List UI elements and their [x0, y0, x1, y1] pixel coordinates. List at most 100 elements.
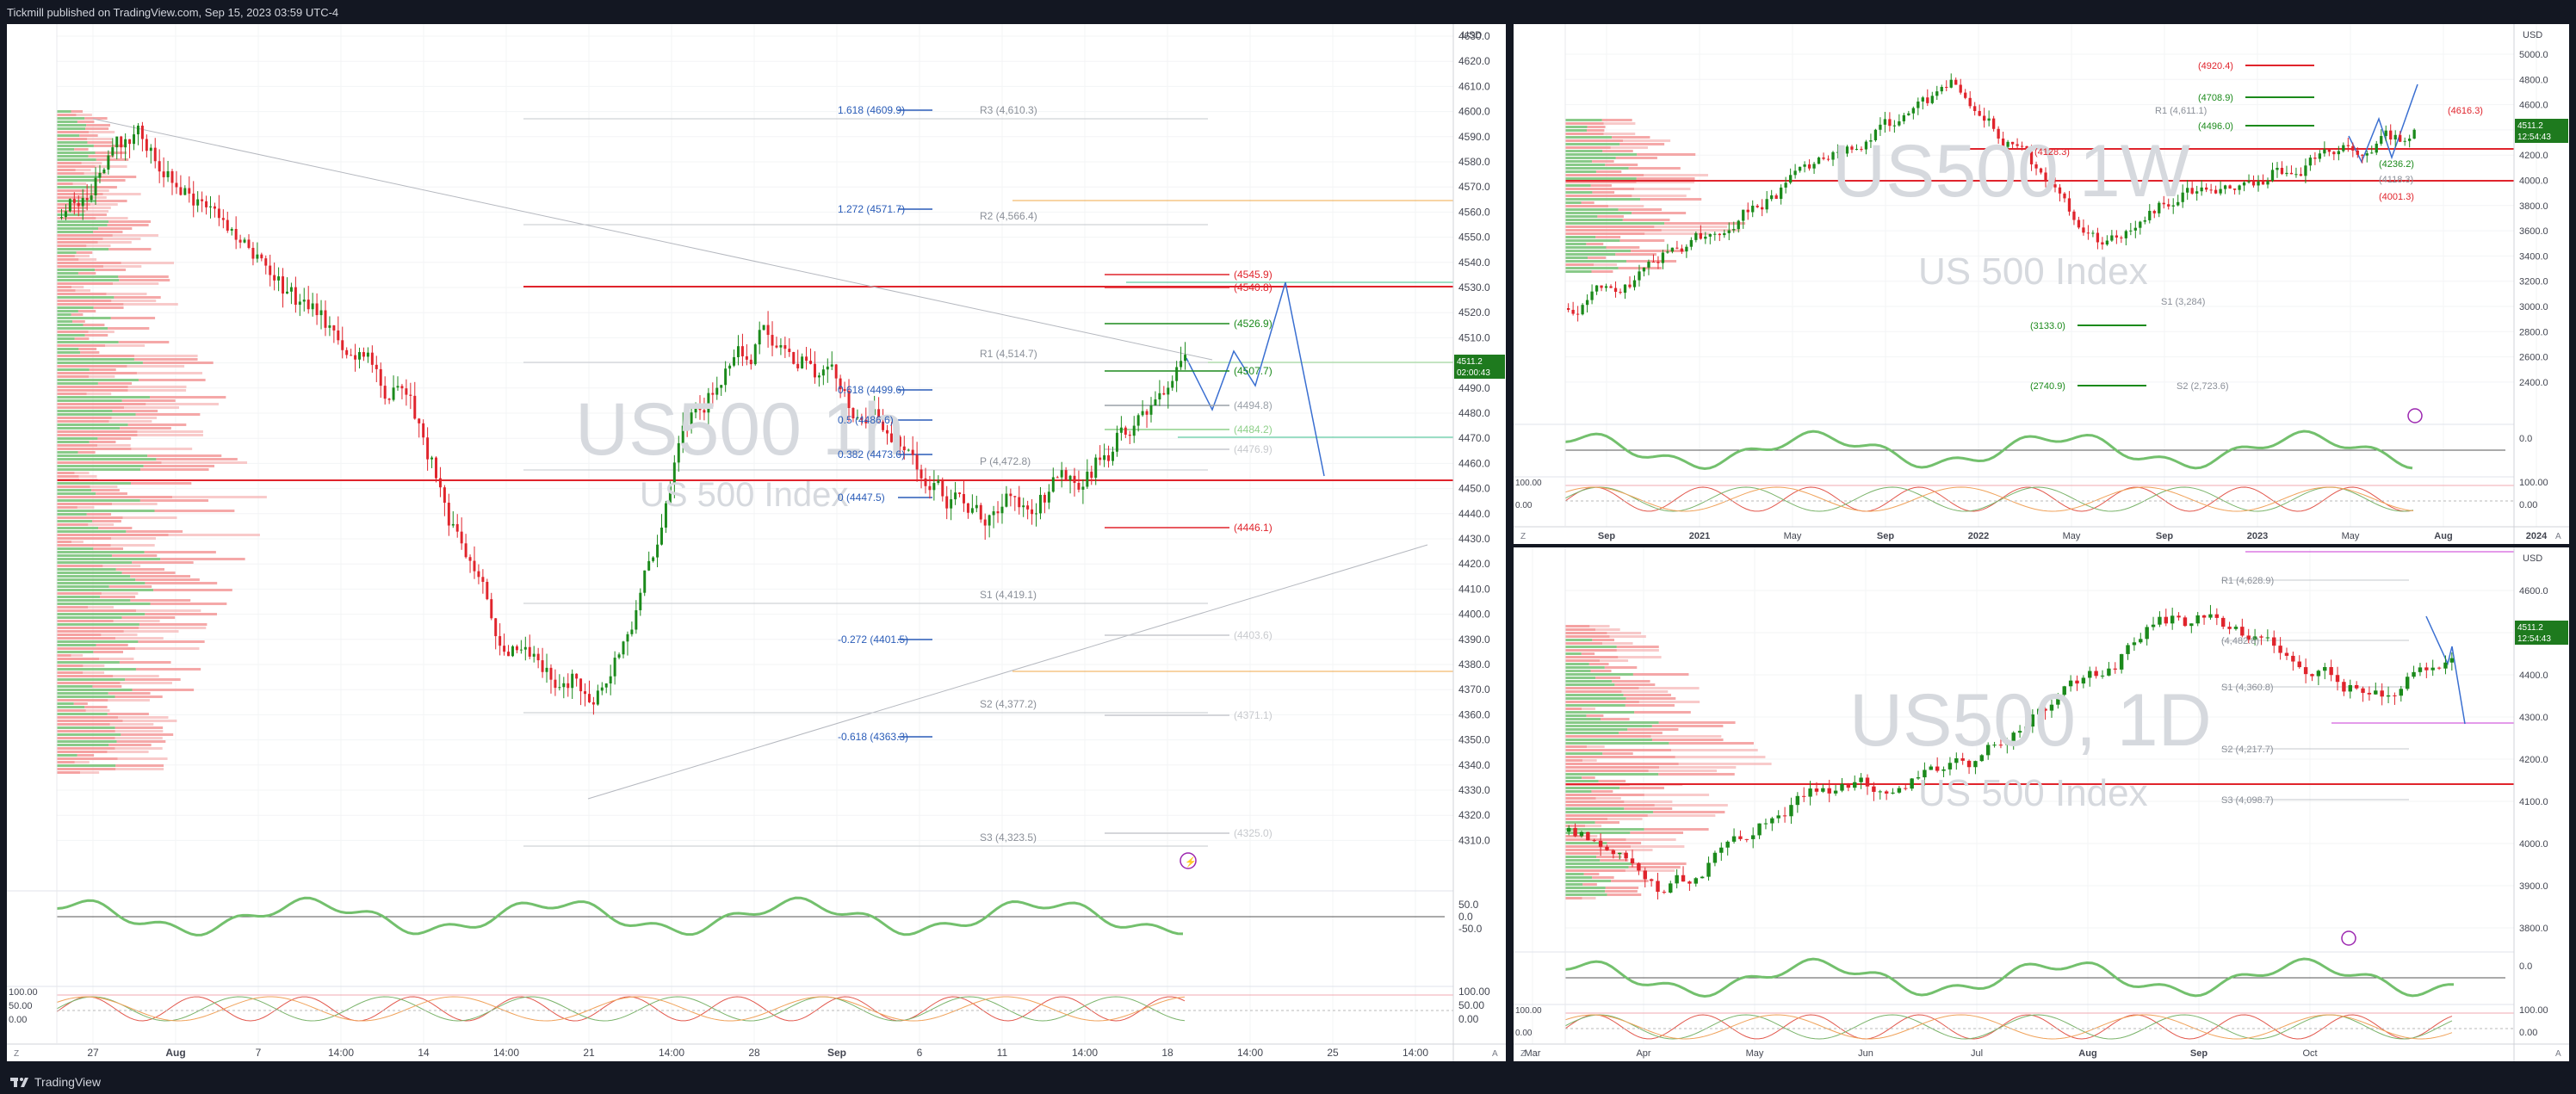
candle-body [635, 609, 638, 630]
volume-bar-down [97, 437, 132, 440]
volume-bar-down [1644, 232, 1710, 235]
volume-bar-up [57, 348, 79, 350]
volume-bar-down [83, 324, 105, 326]
volume-bar-up [57, 417, 112, 419]
candle-body [911, 449, 914, 455]
candle-body [1822, 158, 1825, 159]
weekly-chart-svg[interactable]: US500 1W US 500 Index (4920.4) (4708.9) R1… [1514, 24, 2569, 544]
candle-body [2318, 153, 2322, 159]
price-tag-value: 4511.2 [2517, 623, 2543, 633]
volume-bar-up [57, 392, 87, 395]
candle-body [728, 365, 732, 369]
volume-bar-up [1565, 773, 1659, 776]
candle-body [1581, 305, 1584, 315]
candle-body [298, 301, 301, 306]
candle-body [856, 417, 859, 419]
candle-body [1793, 170, 1797, 176]
price-tick: 4800.0 [2519, 75, 2548, 85]
candle-body [1600, 285, 1603, 288]
volume-bar-down [1621, 690, 1669, 693]
volume-bar-down [1623, 139, 1671, 142]
candle-body [1013, 496, 1017, 498]
volume-bar-down [1607, 818, 1643, 820]
price-tick: 4320.0 [1458, 809, 1490, 821]
volume-bar-down [96, 644, 128, 646]
candle-body [1892, 125, 1897, 127]
candle-body [1124, 427, 1127, 435]
volume-bar-up [1565, 191, 1593, 194]
volume-bar-down [1604, 666, 1638, 669]
volume-bar-down [1590, 670, 1612, 672]
candle-body [945, 496, 949, 509]
volume-bar-up [57, 334, 85, 337]
candle-body [958, 492, 962, 495]
candle-body [170, 170, 174, 183]
level-label: (4128.3) [2034, 147, 2070, 158]
price-tag-box [2515, 119, 2568, 143]
candle-body [2240, 627, 2245, 636]
volume-bar-up [57, 644, 96, 646]
weekly-chart-panel[interactable]: US500 1W US 500 Index (4920.4) (4708.9) R1… [1514, 24, 2569, 544]
candle-body [128, 139, 132, 145]
time-tick: Aug [165, 1047, 185, 1059]
volume-bar-up [57, 386, 128, 388]
candle-body [2133, 227, 2137, 231]
volume-bar-up [57, 213, 84, 216]
volume-bar-down [96, 217, 128, 219]
candle-body [1940, 86, 1943, 92]
volume-bar-down [124, 406, 180, 409]
volume-bar-up [57, 689, 133, 691]
candle-body [2139, 221, 2142, 228]
volume-bar-up [1565, 859, 1601, 862]
volume-bar-down [132, 689, 195, 691]
main-chart-svg[interactable]: US500 1h US 500 Index 1.618 (4609.9) 1.27… [7, 24, 1506, 1061]
scale-toggle-z: Z [14, 1049, 19, 1059]
time-tick: 14:00 [1237, 1047, 1263, 1059]
tradingview-logo[interactable]: TradingView [10, 1075, 101, 1089]
candle-body [2152, 210, 2156, 213]
daily-chart-panel[interactable]: US500, 1D US 500 Index R1 (4,628.9) (4,48… [1514, 547, 2569, 1061]
candle-body [1680, 248, 1684, 252]
candle-body [1841, 151, 1844, 154]
daily-chart-svg[interactable]: US500, 1D US 500 Index R1 (4,628.9) (4,48… [1514, 547, 2569, 1061]
price-tick: 4420.0 [1458, 558, 1490, 570]
volume-bar-down [85, 210, 109, 213]
time-tick: Aug [2434, 531, 2452, 541]
volume-bar-down [1582, 835, 1598, 837]
candle-body [2361, 154, 2364, 156]
candle-body [328, 325, 331, 328]
volume-bar-up [57, 324, 84, 326]
volume-bar-up [57, 372, 137, 374]
volume-bar-down [1607, 893, 1642, 896]
candle-body [2001, 138, 2005, 147]
lightning-icon-glyph: ⚡ [1185, 856, 1197, 868]
level-label: (4403.6) [1234, 629, 1273, 641]
candle-body [2082, 227, 2085, 233]
candle-body [2189, 623, 2194, 627]
candle-body [269, 265, 272, 275]
time-tick: May [1784, 531, 1802, 541]
volume-bar-up [1565, 797, 1596, 800]
volume-bar-down [1581, 201, 1595, 204]
candle-body [72, 199, 76, 203]
candle-body [963, 494, 965, 504]
volume-bar-up [1565, 270, 1592, 273]
candle-body [2232, 189, 2237, 190]
candle-body [1592, 840, 1596, 842]
volume-bar-up [57, 403, 146, 405]
candle-body [1935, 91, 1939, 96]
candle-body [652, 557, 655, 561]
candle-body [1883, 119, 1887, 125]
candle-body [1713, 233, 1717, 235]
candle-body [1595, 285, 1599, 292]
volume-bar-up [1565, 232, 1645, 235]
volume-bar-down [150, 603, 227, 605]
candle-body [2105, 240, 2109, 245]
volume-bar-up [1565, 267, 1619, 269]
fib-level-label: -0.618 (4363.3) [838, 731, 908, 743]
volume-bar-down [1654, 226, 1728, 228]
candle-body [201, 199, 204, 201]
candle-body [783, 345, 787, 349]
main-chart-panel[interactable]: US500 1h US 500 Index 1.618 (4609.9) 1.27… [7, 24, 1506, 1061]
candle-body [584, 691, 587, 695]
